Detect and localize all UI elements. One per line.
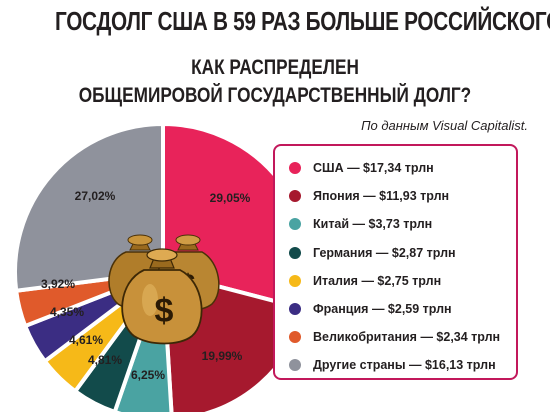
legend-swatch — [289, 303, 301, 316]
legend-swatch — [289, 218, 301, 231]
legend-label: Китай — $3,73 трлн — [313, 217, 433, 232]
legend-swatch — [289, 162, 301, 175]
legend-label: Франция — $2,59 трлн — [313, 302, 452, 317]
legend-item: США — $17,34 трлн — [289, 154, 516, 182]
legend-item: Китай — $3,73 трлн — [289, 210, 516, 238]
pie-slice-label: 27,02% — [75, 189, 116, 203]
legend-label: Великобритания — $2,34 трлн — [313, 330, 501, 345]
legend-item: Япония — $11,93 трлн — [289, 182, 516, 210]
legend-swatch — [289, 331, 301, 344]
legend-box: США — $17,34 трлн Япония — $11,93 трлн Кит… — [273, 144, 518, 380]
legend-swatch — [289, 359, 301, 372]
pie-slice-label: 3,92% — [41, 277, 75, 291]
legend-swatch — [289, 274, 301, 287]
legend-label: Италия — $2,75 трлн — [313, 273, 442, 288]
pie-chart: 29,05% 19,99% 6,25% 4,81% 4,61% 4,35% 3,92% 27,… — [13, 121, 313, 412]
legend-label: Германия — $2,87 трлн — [313, 245, 456, 260]
pie-slice-labels: 29,05% 19,99% 6,25% 4,81% 4,61% 4,35% 3,92% 27,… — [41, 189, 251, 382]
legend-label: США — $17,34 трлн — [313, 161, 434, 176]
money-bags-icon: $ $ $ — [108, 234, 220, 345]
pie-slice-label: 6,25% — [131, 368, 165, 382]
pie-slice-label: 19,99% — [202, 349, 243, 363]
pie-slice-label: 4,61% — [69, 333, 103, 347]
legend-item: Германия — $2,87 трлн — [289, 239, 516, 267]
source-note: По данным Visual Capitalist. — [361, 118, 528, 133]
headline: ГОСДОЛГ США В 59 РАЗ БОЛЬШЕ РОССИЙСКОГО — [55, 6, 550, 36]
legend-swatch — [289, 246, 301, 259]
pie-slice — [13, 121, 165, 293]
pie-slice-label: 29,05% — [210, 191, 251, 205]
pie-slice-label: 4,81% — [88, 353, 122, 367]
legend-label: Другие страны — $16,13 трлн — [313, 358, 496, 373]
legend-item: Франция — $2,59 трлн — [289, 295, 516, 323]
legend-item: Великобритания — $2,34 трлн — [289, 323, 516, 351]
subtitle-line-1: КАК РАСПРЕДЕЛЕН — [191, 56, 359, 79]
legend-label: Япония — $11,93 трлн — [313, 189, 450, 204]
legend-item: Другие страны — $16,13 трлн — [289, 351, 516, 379]
legend-swatch — [289, 190, 301, 203]
pie-slice-label: 4,35% — [50, 305, 84, 319]
subtitle-line-2: ОБЩЕМИРОВОЙ ГОСУДАРСТВЕННЫЙ ДОЛГ? — [78, 84, 472, 107]
svg-text:$: $ — [155, 292, 174, 330]
legend-item: Италия — $2,75 трлн — [289, 267, 516, 295]
